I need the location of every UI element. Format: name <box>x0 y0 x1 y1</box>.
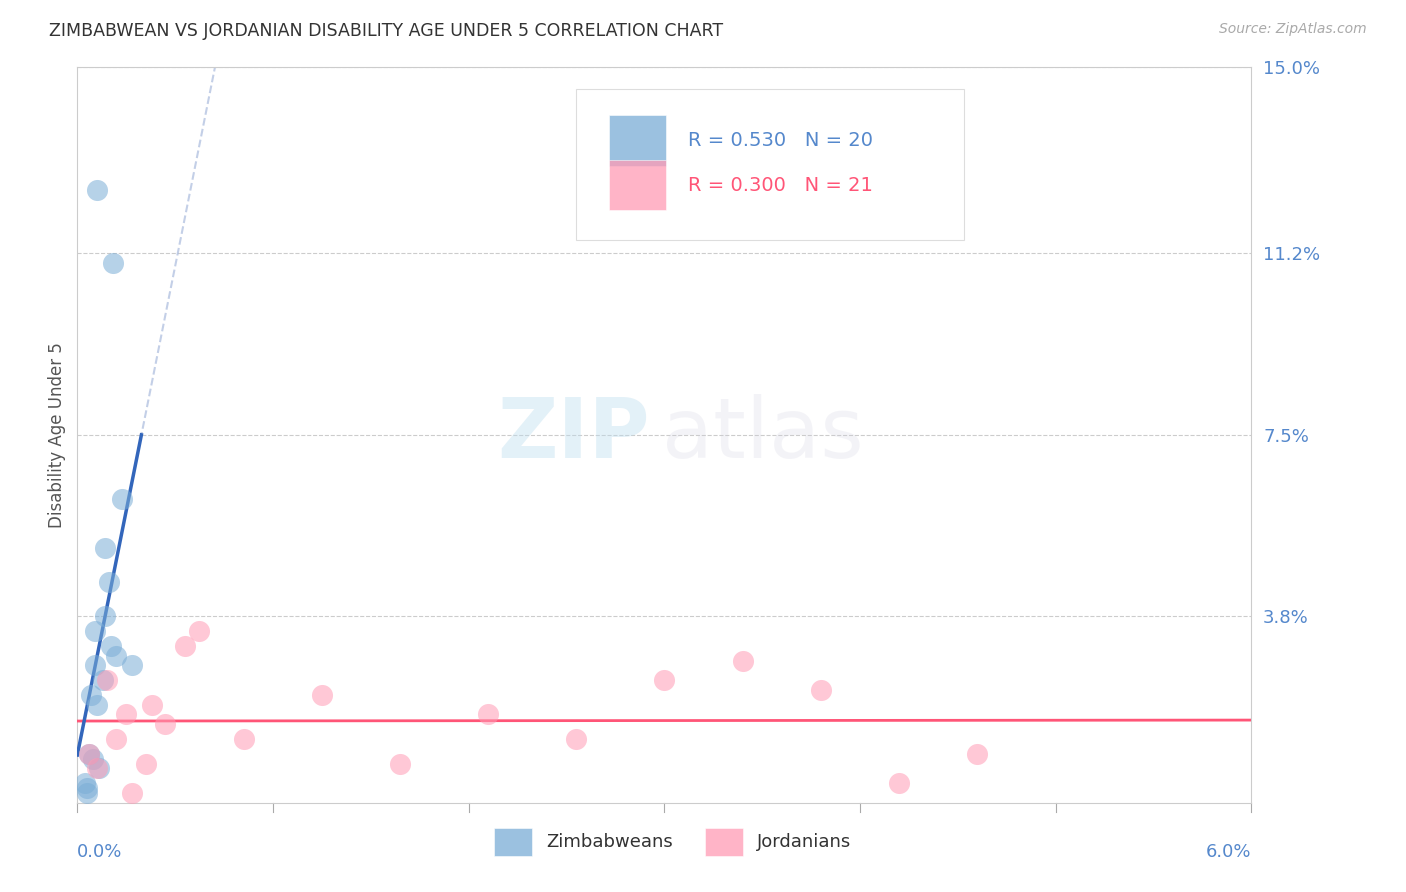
Point <box>155 717 177 731</box>
Point <box>810 683 832 698</box>
Point <box>84 658 107 673</box>
Point <box>77 747 100 761</box>
Point <box>82 751 104 765</box>
Text: Source: ZipAtlas.com: Source: ZipAtlas.com <box>1219 22 1367 37</box>
Point <box>93 609 115 624</box>
Point <box>115 707 138 722</box>
Point <box>96 673 118 688</box>
Point <box>389 756 412 771</box>
Point <box>80 688 103 702</box>
Text: ZIP: ZIP <box>498 394 650 475</box>
Point <box>135 756 157 771</box>
FancyBboxPatch shape <box>609 161 665 211</box>
FancyBboxPatch shape <box>494 828 531 855</box>
Point <box>111 491 134 506</box>
Point <box>86 183 108 197</box>
Text: Jordanians: Jordanians <box>756 833 851 851</box>
FancyBboxPatch shape <box>706 828 742 855</box>
Text: R = 0.300   N = 21: R = 0.300 N = 21 <box>688 176 873 194</box>
Point <box>91 673 114 688</box>
Text: ZIMBABWEAN VS JORDANIAN DISABILITY AGE UNDER 5 CORRELATION CHART: ZIMBABWEAN VS JORDANIAN DISABILITY AGE U… <box>49 22 723 40</box>
Point <box>141 698 163 712</box>
Text: 6.0%: 6.0% <box>1206 843 1251 862</box>
Point <box>76 781 98 796</box>
Point <box>174 639 197 653</box>
Point <box>121 786 143 800</box>
Text: R = 0.530   N = 20: R = 0.530 N = 20 <box>688 131 873 150</box>
Point <box>565 731 588 746</box>
Point <box>87 762 110 776</box>
Point <box>731 654 754 668</box>
Text: atlas: atlas <box>662 394 863 475</box>
Point <box>105 648 128 663</box>
Point <box>77 747 100 761</box>
Point <box>75 776 97 790</box>
Point <box>654 673 676 688</box>
Point <box>86 698 108 712</box>
Point <box>889 776 911 790</box>
FancyBboxPatch shape <box>576 89 963 240</box>
Point <box>86 762 108 776</box>
Y-axis label: Disability Age Under 5: Disability Age Under 5 <box>48 342 66 528</box>
FancyBboxPatch shape <box>609 115 665 166</box>
Point <box>105 731 128 746</box>
Point <box>101 256 124 270</box>
Point <box>97 575 120 590</box>
Point <box>477 707 499 722</box>
Text: Zimbabweans: Zimbabweans <box>546 833 672 851</box>
Point <box>76 786 98 800</box>
Point <box>93 541 115 555</box>
Point <box>121 658 143 673</box>
Point <box>232 731 254 746</box>
Point <box>187 624 209 639</box>
Point <box>966 747 988 761</box>
Point <box>311 688 333 702</box>
Text: 0.0%: 0.0% <box>77 843 122 862</box>
Point <box>84 624 107 639</box>
Point <box>100 639 122 653</box>
